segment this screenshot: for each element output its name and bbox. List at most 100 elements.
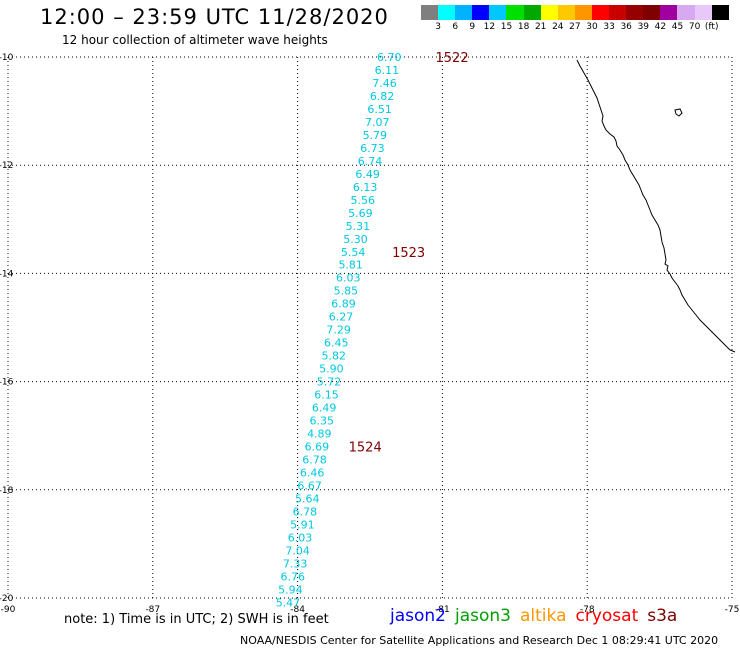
color-swatch xyxy=(626,5,644,20)
longitude-label: -75 xyxy=(725,605,740,615)
wave-height-value: 5.82 xyxy=(322,350,347,363)
wave-height-value: 5.31 xyxy=(346,220,371,233)
color-scale-label: 30 xyxy=(586,22,598,32)
wave-height-color-scale: 3 6 9 12 15 18 21 24 27 30 33 36 39 42 45 70 (ft) xyxy=(421,5,729,32)
satellite-legend: jason2 jason3 altika cryosat s3a xyxy=(390,606,686,626)
legend-altika: altika xyxy=(520,606,567,626)
color-swatch xyxy=(489,5,507,20)
longitude-label: -78 xyxy=(580,605,595,615)
units-note: note: 1) Time is in UTC; 2) SWH is in fe… xyxy=(64,612,329,627)
color-swatch xyxy=(677,5,695,20)
wave-height-value: 6.76 xyxy=(281,570,306,583)
latitude-label: -12 xyxy=(0,161,13,171)
map-grid xyxy=(7,56,733,599)
color-scale-label: 33 xyxy=(603,22,615,32)
color-scale-label: 27 xyxy=(569,22,581,32)
map-title: 12:00 – 23:59 UTC 11/28/2020 xyxy=(40,5,389,29)
pass-time-label: 1522 xyxy=(436,51,469,66)
wave-height-value: 6.70 xyxy=(377,51,402,64)
color-swatch xyxy=(540,5,558,20)
wave-height-value: 6.74 xyxy=(358,155,383,168)
latitude-label: -14 xyxy=(0,269,14,279)
wave-height-value: 5.94 xyxy=(278,583,303,596)
color-swatch xyxy=(711,5,729,20)
color-swatch xyxy=(523,5,541,20)
wave-height-value: 6.15 xyxy=(314,389,339,402)
latitude-label: -16 xyxy=(0,378,14,388)
longitude-label: -84 xyxy=(290,605,305,615)
color-swatch xyxy=(694,5,712,20)
wave-height-value: 4.89 xyxy=(307,428,332,441)
island-outline xyxy=(674,108,683,117)
color-swatch xyxy=(660,5,678,20)
color-scale-label: 70 xyxy=(688,22,701,32)
color-scale-label: 42 xyxy=(654,22,667,32)
wave-height-value: 6.89 xyxy=(331,298,356,311)
longitude-label: -87 xyxy=(145,605,160,615)
color-swatch xyxy=(455,5,473,20)
color-swatch xyxy=(438,5,456,20)
footer-credit: NOAA/NESDIS Center for Satellite Applica… xyxy=(240,634,719,647)
wave-height-value: 5.90 xyxy=(319,363,344,376)
color-swatch xyxy=(421,5,439,20)
color-swatch xyxy=(574,5,592,20)
wave-height-value: 6.27 xyxy=(329,311,354,324)
legend-cryosat: cryosat xyxy=(575,606,639,626)
color-scale-label: 21 xyxy=(534,22,547,32)
color-scale-label: 45 xyxy=(671,22,684,32)
color-scale-label: 18 xyxy=(517,22,530,32)
wave-height-value: 6.51 xyxy=(367,103,392,116)
wave-height-value: 6.78 xyxy=(293,505,318,518)
color-swatch xyxy=(609,5,627,20)
color-swatch xyxy=(591,5,610,20)
wave-height-value: 5.81 xyxy=(338,259,363,272)
wave-height-value: 7.29 xyxy=(326,324,351,337)
wave-height-value: 6.03 xyxy=(288,531,313,544)
wave-height-value: 5.91 xyxy=(290,518,315,531)
pass-time-label: 1523 xyxy=(392,246,425,261)
pass-time-label: 1524 xyxy=(349,441,382,456)
wave-height-value: 6.82 xyxy=(370,90,395,103)
map-subtitle: 12 hour collection of altimeter wave hei… xyxy=(62,33,328,47)
color-scale-label: 24 xyxy=(552,22,564,32)
latitude-label: -18 xyxy=(0,486,14,496)
wave-height-value: 7.07 xyxy=(365,116,390,129)
legend-jason2: jason2 xyxy=(390,606,446,626)
wave-height-value: 5.30 xyxy=(343,233,368,246)
latitude-label: -10 xyxy=(0,53,14,63)
wave-height-value: 6.67 xyxy=(297,479,322,492)
south-america-coastline xyxy=(576,59,736,353)
wave-height-value: 7.46 xyxy=(372,77,397,90)
legend-s3a: s3a xyxy=(647,606,678,626)
wave-height-value: 6.73 xyxy=(360,142,385,155)
color-scale-label: 39 xyxy=(637,22,650,32)
wave-height-value: 6.45 xyxy=(324,337,349,350)
wave-height-value: 5.79 xyxy=(363,129,388,142)
color-swatch xyxy=(557,5,575,20)
color-swatch xyxy=(506,5,524,20)
wave-height-value: 7.04 xyxy=(285,544,310,557)
time-labels: 1522 1523 1524 xyxy=(349,51,469,456)
wave-height-value: 5.56 xyxy=(351,194,376,207)
wave-height-value: 6.78 xyxy=(302,454,327,467)
legend-jason3: jason3 xyxy=(455,606,511,626)
color-scale-label: 6 xyxy=(452,22,459,32)
wave-height-value: 6.49 xyxy=(312,402,337,415)
color-scale-label: 9 xyxy=(469,22,476,32)
wave-height-value: 5.54 xyxy=(341,246,366,259)
color-scale-label: 36 xyxy=(620,22,632,32)
satellite-track: 6.706.117.466.826.517.075.796.736.746.49… xyxy=(276,51,402,609)
latitude-label: -20 xyxy=(0,594,14,604)
wave-height-value: 6.35 xyxy=(309,415,334,428)
color-scale-label: 15 xyxy=(500,22,513,32)
wave-height-value: 6.03 xyxy=(336,272,361,285)
wave-height-value: 6.49 xyxy=(355,168,380,181)
wave-height-value: 6.46 xyxy=(300,466,325,479)
wave-height-value: 5.69 xyxy=(348,207,373,220)
color-swatch xyxy=(643,5,661,20)
color-scale-label: 12 xyxy=(483,22,496,32)
color-swatch xyxy=(472,5,490,20)
longitude-label: -90 xyxy=(1,605,16,615)
wave-height-value: 6.69 xyxy=(305,441,330,454)
